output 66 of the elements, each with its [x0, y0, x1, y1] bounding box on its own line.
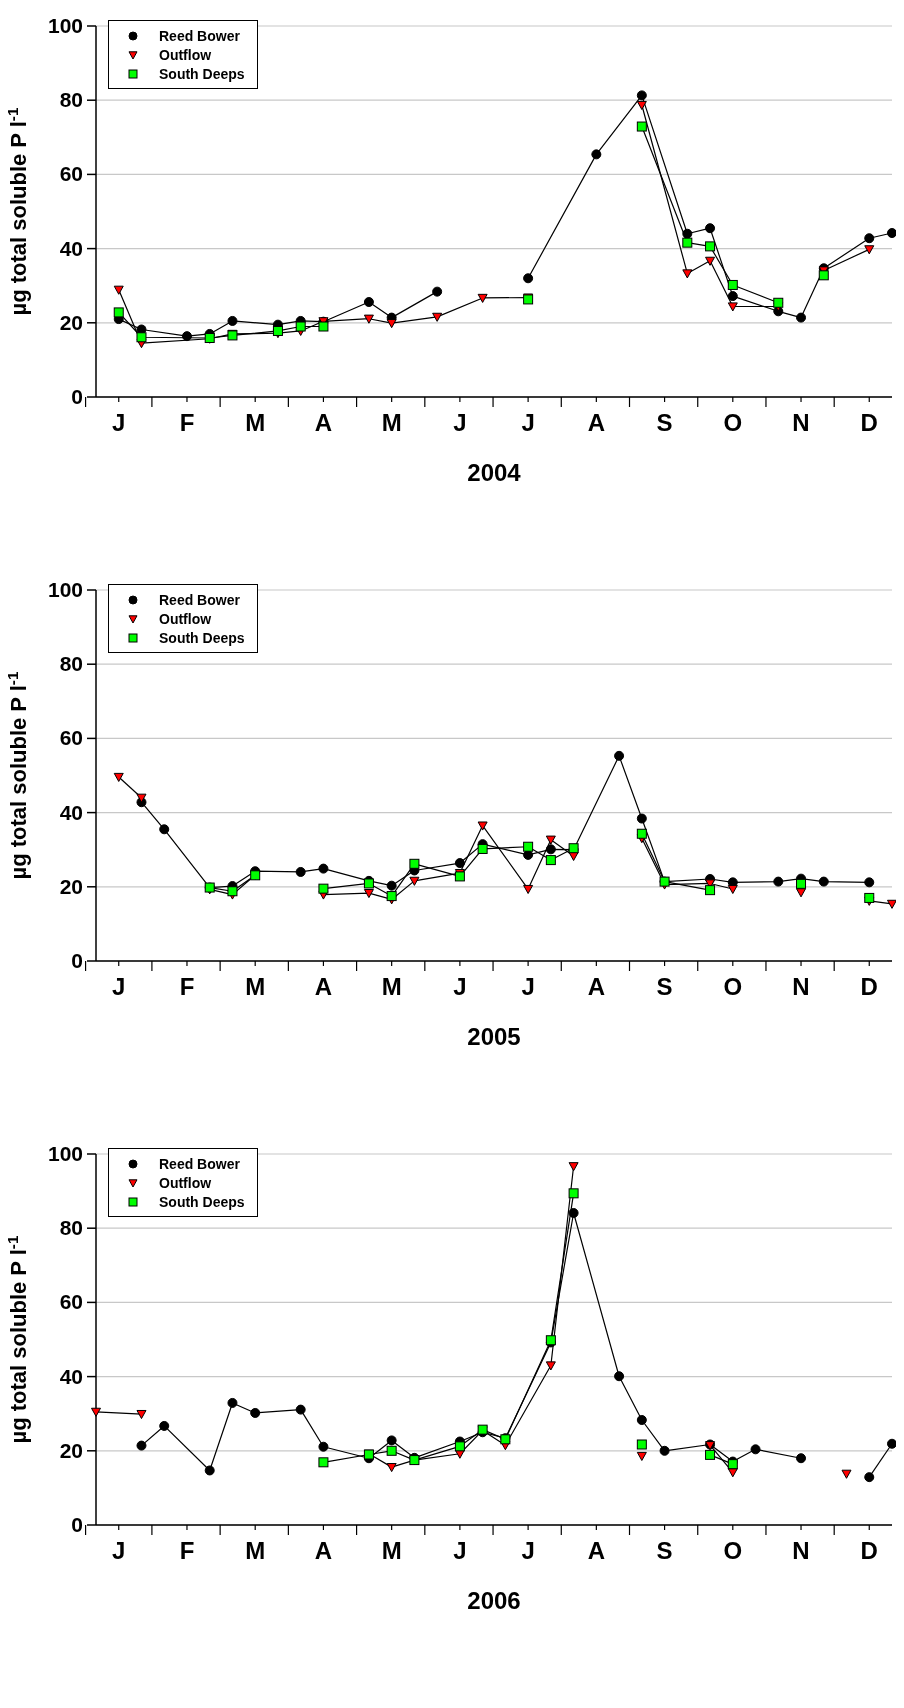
- x-tick-label: F: [179, 1537, 195, 1564]
- y-tick-label: 20: [59, 874, 83, 898]
- y-tick-label: 60: [59, 1290, 83, 1314]
- x-tick-label: N: [792, 1537, 810, 1564]
- legend-label: Reed Bower: [159, 591, 240, 608]
- y-tick-label: 100: [47, 1142, 83, 1165]
- x-tick-label: A: [314, 1537, 333, 1564]
- legend-label: South Deeps: [159, 1193, 245, 1210]
- x-tick-label: J: [453, 973, 467, 1000]
- x-tick-label: M: [245, 973, 266, 1000]
- y-tick-label: 20: [59, 1438, 83, 1462]
- y-tick-label: 60: [59, 726, 83, 750]
- x-axis-title: 2006: [467, 1587, 521, 1614]
- x-tick-label: S: [656, 1537, 673, 1564]
- x-tick-label: O: [723, 1537, 743, 1564]
- y-tick-label: 80: [59, 652, 83, 676]
- x-tick-label: J: [521, 973, 535, 1000]
- x-tick-label: D: [860, 973, 878, 1000]
- x-tick-label: M: [381, 409, 402, 436]
- legend-label: South Deeps: [159, 65, 245, 82]
- y-tick-label: 80: [59, 88, 83, 112]
- y-tick-label: 100: [47, 578, 83, 601]
- x-tick-label: N: [792, 973, 810, 1000]
- x-tick-label: M: [245, 409, 266, 436]
- y-tick-label: 0: [71, 385, 83, 408]
- x-tick-label: J: [112, 1537, 126, 1564]
- x-tick-label: M: [381, 973, 402, 1000]
- x-tick-label: A: [314, 973, 333, 1000]
- x-tick-label: F: [179, 973, 195, 1000]
- y-tick-label: 40: [59, 800, 83, 824]
- x-tick-label: S: [656, 409, 673, 436]
- legend-label: Outflow: [159, 1174, 212, 1191]
- y-tick-label: 20: [59, 310, 83, 334]
- x-tick-label: A: [587, 1537, 606, 1564]
- legend-label: Reed Bower: [159, 1155, 240, 1172]
- x-axis-title: 2005: [467, 1023, 521, 1050]
- x-tick-label: M: [381, 1537, 402, 1564]
- y-tick-label: 40: [59, 1364, 83, 1388]
- x-tick-label: J: [453, 1537, 467, 1564]
- x-tick-label: J: [453, 409, 467, 436]
- y-tick-label: 80: [59, 1216, 83, 1240]
- legend-label: South Deeps: [159, 629, 245, 646]
- x-tick-label: F: [179, 409, 195, 436]
- legend-label: Outflow: [159, 610, 212, 627]
- y-tick-label: 0: [71, 1513, 83, 1536]
- x-tick-label: A: [587, 973, 606, 1000]
- legend-label: Outflow: [159, 46, 212, 63]
- x-tick-label: D: [860, 409, 878, 436]
- y-tick-label: 60: [59, 162, 83, 186]
- legend-label: Reed Bower: [159, 27, 240, 44]
- x-tick-label: J: [521, 409, 535, 436]
- x-tick-label: A: [314, 409, 333, 436]
- x-tick-label: D: [860, 1537, 878, 1564]
- x-axis-title: 2004: [467, 459, 522, 486]
- x-tick-label: J: [112, 409, 126, 436]
- x-tick-label: J: [112, 973, 126, 1000]
- x-tick-label: O: [723, 973, 743, 1000]
- y-tick-label: 0: [71, 949, 83, 972]
- x-tick-label: M: [245, 1537, 266, 1564]
- x-tick-label: N: [792, 409, 810, 436]
- y-tick-label: 100: [47, 14, 83, 37]
- x-tick-label: J: [521, 1537, 535, 1564]
- x-tick-label: S: [656, 973, 673, 1000]
- x-tick-label: O: [723, 409, 743, 436]
- y-tick-label: 40: [59, 236, 83, 260]
- x-tick-label: A: [587, 409, 606, 436]
